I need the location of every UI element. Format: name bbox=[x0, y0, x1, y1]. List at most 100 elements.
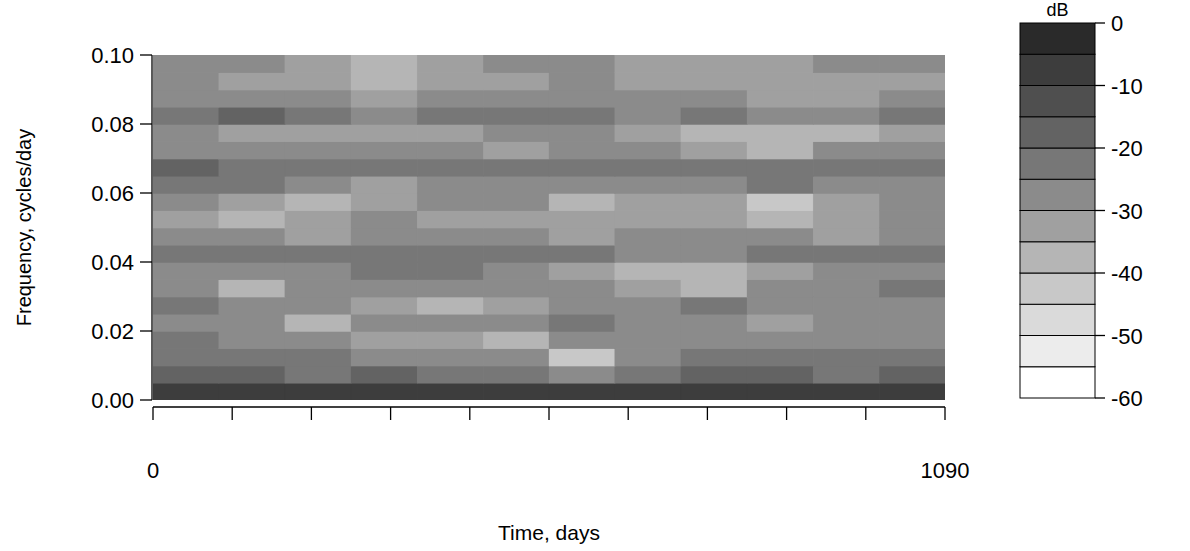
cell bbox=[153, 159, 219, 177]
cell bbox=[285, 210, 352, 228]
cell bbox=[549, 348, 615, 366]
chart: 01090Time, days0.000.020.040.060.080.10F… bbox=[0, 0, 1190, 551]
x-tick bbox=[469, 407, 470, 420]
cell bbox=[285, 159, 352, 177]
x-tick-label: 1090 bbox=[921, 458, 970, 483]
x-tick bbox=[707, 407, 708, 420]
cell bbox=[483, 90, 549, 108]
cell bbox=[747, 159, 814, 177]
cell bbox=[681, 228, 748, 246]
cell bbox=[747, 228, 814, 246]
cell bbox=[615, 193, 682, 211]
y-tick bbox=[140, 330, 152, 331]
colorbar-band bbox=[1020, 148, 1095, 179]
cell bbox=[549, 193, 615, 211]
x-tick bbox=[152, 407, 153, 420]
cell bbox=[681, 297, 748, 315]
cell bbox=[285, 176, 352, 194]
cell bbox=[813, 383, 880, 400]
cell bbox=[219, 331, 286, 349]
x-tick bbox=[944, 407, 945, 420]
cell bbox=[483, 210, 549, 228]
cell bbox=[417, 228, 484, 246]
cell bbox=[153, 107, 219, 125]
cell bbox=[417, 245, 484, 263]
cell bbox=[417, 279, 484, 297]
y-tick bbox=[140, 261, 152, 262]
cell bbox=[681, 314, 748, 332]
colorbar-title: dB bbox=[1046, 0, 1068, 20]
cell bbox=[417, 107, 484, 125]
colorbar-band bbox=[1020, 211, 1095, 242]
cell bbox=[219, 176, 286, 194]
y-tick bbox=[140, 192, 152, 193]
cell bbox=[747, 279, 814, 297]
colorbar-band bbox=[1020, 242, 1095, 273]
cell bbox=[483, 124, 549, 142]
cell bbox=[351, 297, 418, 315]
cell bbox=[219, 348, 286, 366]
cell bbox=[549, 366, 615, 384]
cell bbox=[351, 228, 418, 246]
cell bbox=[285, 72, 352, 90]
cell bbox=[615, 124, 682, 142]
colorbar-band bbox=[1020, 304, 1095, 335]
colorbar-band bbox=[1020, 23, 1095, 54]
cell bbox=[747, 348, 814, 366]
cell bbox=[417, 124, 484, 142]
y-tick bbox=[140, 54, 152, 55]
colorbar-tick bbox=[1095, 147, 1105, 148]
cell bbox=[219, 193, 286, 211]
cell bbox=[879, 159, 945, 177]
cell bbox=[153, 124, 219, 142]
colorbar-tick-label: -50 bbox=[1111, 324, 1143, 349]
cell bbox=[549, 297, 615, 315]
cell bbox=[219, 279, 286, 297]
cell bbox=[153, 90, 219, 108]
cell bbox=[285, 141, 352, 159]
cell bbox=[681, 159, 748, 177]
colorbar-tick bbox=[1095, 210, 1105, 211]
cell bbox=[153, 383, 219, 400]
colorbar-tick bbox=[1095, 22, 1105, 23]
cell bbox=[813, 55, 880, 73]
cell bbox=[615, 297, 682, 315]
cell bbox=[813, 193, 880, 211]
cell bbox=[219, 297, 286, 315]
cell bbox=[615, 245, 682, 263]
cell bbox=[879, 279, 945, 297]
cell bbox=[615, 314, 682, 332]
cell bbox=[285, 90, 352, 108]
cell bbox=[747, 90, 814, 108]
cell bbox=[813, 72, 880, 90]
cell bbox=[747, 262, 814, 280]
cell bbox=[879, 245, 945, 263]
cell bbox=[549, 279, 615, 297]
cell bbox=[747, 176, 814, 194]
y-tick bbox=[140, 123, 152, 124]
x-tick bbox=[786, 407, 787, 420]
cell bbox=[417, 297, 484, 315]
x-tick bbox=[311, 407, 312, 420]
cell bbox=[285, 383, 352, 400]
cell bbox=[615, 159, 682, 177]
x-tick-label: 0 bbox=[147, 458, 159, 483]
y-axis-line bbox=[151, 55, 152, 400]
cell bbox=[219, 314, 286, 332]
cell bbox=[813, 262, 880, 280]
y-tick-label: 0.06 bbox=[91, 181, 134, 206]
cell bbox=[681, 55, 748, 73]
cell bbox=[879, 72, 945, 90]
cell bbox=[813, 228, 880, 246]
cell bbox=[879, 193, 945, 211]
cell bbox=[153, 331, 219, 349]
cell bbox=[219, 262, 286, 280]
cell bbox=[153, 141, 219, 159]
cell bbox=[285, 124, 352, 142]
cell bbox=[615, 107, 682, 125]
x-tick bbox=[628, 407, 629, 420]
colorbar-tick bbox=[1095, 335, 1105, 336]
cell bbox=[483, 141, 549, 159]
cell bbox=[219, 107, 286, 125]
cell bbox=[417, 176, 484, 194]
